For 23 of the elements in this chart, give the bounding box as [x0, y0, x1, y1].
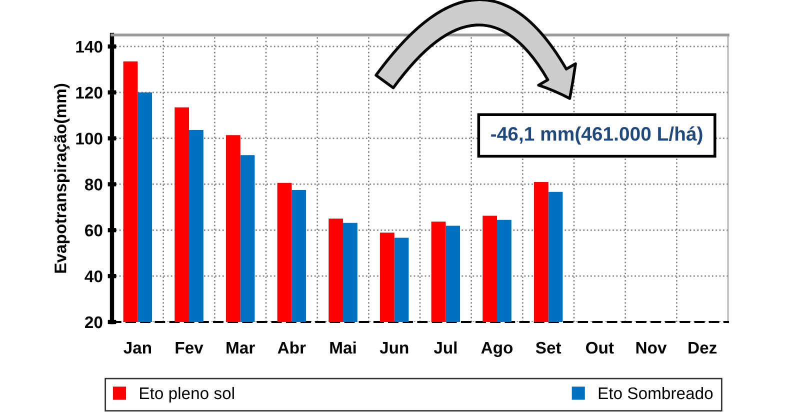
x-tick-label: Fev [176, 342, 204, 354]
x-tick-label: Jan [124, 342, 151, 354]
x-tick-label: Dez [688, 342, 717, 354]
y-tick-label: 60 [85, 224, 102, 236]
legend-label: Eto Sombreado [598, 386, 713, 400]
y-tick-label: 80 [84, 178, 102, 190]
x-tick-label: Set [536, 342, 562, 354]
y-tick-label: 100 [76, 132, 102, 145]
x-tick-label: Jul [434, 341, 457, 354]
x-tick-label: Jun [380, 342, 408, 354]
x-tick-label: Abr [278, 341, 306, 354]
annotation: -46,1 mm(461.000 L/há) [491, 126, 702, 145]
y-tick-label: 140 [76, 40, 102, 53]
x-tick-label: Nov [636, 342, 667, 354]
legend-label: Eto pleno sol [140, 386, 234, 402]
y-tick-label: 20 [85, 316, 102, 328]
x-tick-label: Out [586, 342, 614, 354]
x-tick-label: Mai [330, 341, 356, 354]
y-tick-label: 40 [84, 270, 102, 282]
x-tick-label: Mar [226, 342, 255, 354]
y-tick-label: 120 [76, 86, 102, 99]
x-tick-label: Ago [481, 342, 513, 357]
y-axis-title: Evapotranspiração(mm) [54, 84, 70, 273]
